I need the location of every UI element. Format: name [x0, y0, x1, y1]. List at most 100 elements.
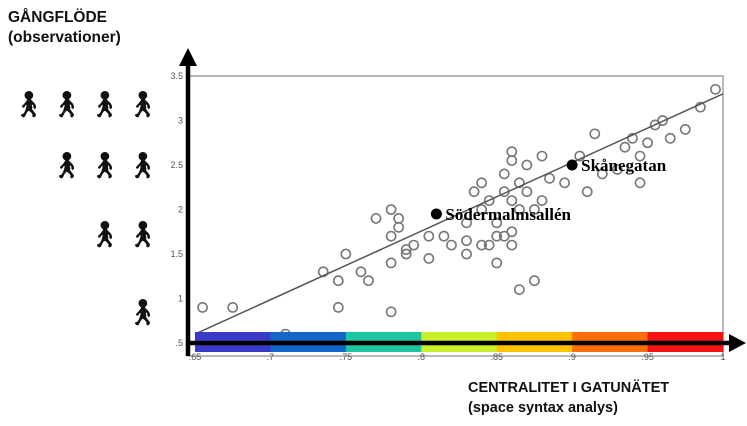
x-axis-title: CENTRALITET I GATUNÄTET (space syntax an…	[468, 378, 669, 418]
data-point	[612, 164, 623, 175]
data-point	[483, 239, 495, 251]
y-tick-label: 1.5	[170, 249, 183, 259]
data-point	[619, 141, 631, 153]
x-tick-label: .9	[568, 352, 576, 362]
y-axis-title-line-1: GÅNGFLÖDE	[8, 9, 108, 26]
pedestrian-icon: 🚶︎	[50, 151, 84, 181]
data-point	[657, 115, 669, 126]
data-point	[446, 239, 457, 251]
data-point	[385, 204, 397, 215]
annotation-label: Södermalmsallén	[445, 205, 571, 224]
x-tick-label: .7	[267, 352, 275, 362]
data-point	[536, 150, 548, 162]
data-point	[227, 301, 239, 313]
y-tick-label: 2.5	[170, 160, 183, 170]
data-point	[634, 150, 646, 162]
y-tick-labels: .5 1 1.5 2 2.5 3 3.5	[170, 71, 183, 348]
pedestrian-icon: 🚶︎	[50, 90, 84, 120]
data-point	[498, 168, 510, 180]
data-point	[596, 168, 608, 180]
data-point	[461, 217, 472, 229]
pedestrian-icon: 🚶︎	[12, 90, 46, 120]
x-tick-label: .85	[490, 352, 503, 362]
data-point	[627, 132, 638, 144]
y-tick-label: .5	[175, 338, 183, 348]
data-point	[340, 248, 352, 260]
data-point	[513, 177, 525, 189]
data-point	[355, 266, 367, 278]
data-point	[694, 101, 706, 113]
data-point	[642, 137, 653, 149]
data-point	[491, 230, 503, 242]
pedestrian-icon: 🚶︎	[126, 298, 160, 328]
data-point	[506, 155, 518, 166]
annotation-marker	[430, 208, 442, 220]
x-tick-label: .95	[641, 352, 654, 362]
data-point	[513, 284, 525, 295]
data-point	[423, 230, 435, 242]
point-annotations: Skånegatan Södermalmsallén	[430, 156, 667, 224]
data-point	[423, 253, 435, 264]
data-point	[536, 195, 548, 206]
data-point	[521, 186, 533, 198]
x-axis-title-line-2: (space syntax analys)	[468, 400, 618, 416]
data-point	[664, 132, 676, 144]
data-point	[385, 257, 397, 269]
data-point	[506, 195, 518, 206]
data-point	[438, 230, 450, 242]
data-point	[332, 275, 344, 287]
annotation-marker	[566, 159, 578, 171]
data-point	[574, 150, 586, 162]
data-point	[581, 186, 593, 198]
data-point	[408, 239, 420, 251]
data-point	[468, 186, 480, 198]
data-point	[461, 235, 472, 247]
data-point	[634, 177, 646, 189]
data-point	[544, 172, 555, 184]
regression-line	[194, 93, 724, 335]
data-point	[679, 123, 691, 135]
data-point	[559, 177, 570, 189]
y-tick-label: 2	[178, 205, 183, 215]
data-point	[506, 146, 518, 158]
pedestrian-icon: 🚶︎	[126, 220, 160, 250]
data-point	[589, 128, 601, 140]
y-axis-title: GÅNGFLÖDE (observationer)	[8, 8, 121, 48]
pedestrian-icon: 🚶︎	[88, 220, 122, 250]
data-point	[491, 217, 503, 229]
x-axis-title-line-1: CENTRALITET I GATUNÄTET	[468, 380, 670, 396]
data-point	[332, 301, 344, 313]
data-point	[529, 204, 540, 215]
data-point	[513, 204, 525, 215]
data-point	[400, 248, 412, 260]
x-tick-label: .65	[189, 352, 202, 362]
x-tick-labels: .65 .7 .75 .8 .85 .9 .95 1	[189, 352, 726, 362]
data-point	[476, 204, 488, 215]
pedestrian-icon: 🚶︎	[126, 151, 160, 181]
x-tick-label: .75	[340, 352, 353, 362]
data-point	[393, 212, 405, 224]
data-point	[476, 177, 488, 189]
x-tick-label: .8	[418, 352, 426, 362]
data-point	[491, 257, 503, 269]
data-points	[197, 83, 721, 340]
y-axis-title-line-2: (observationer)	[8, 29, 121, 46]
pedestrian-icon: 🚶︎	[88, 151, 122, 181]
data-point	[506, 239, 518, 251]
data-point	[521, 159, 533, 171]
y-axis-arrowhead	[179, 48, 197, 66]
data-point	[476, 239, 488, 251]
annotation-label: Skånegatan	[581, 156, 667, 175]
data-point	[506, 226, 518, 238]
data-point	[363, 275, 374, 287]
data-point	[393, 221, 405, 233]
data-point	[710, 83, 721, 95]
y-tick-label: 3.5	[170, 71, 183, 81]
y-tick-label: 1	[178, 294, 183, 304]
y-tick-label: 3	[178, 116, 183, 126]
data-point	[461, 248, 472, 260]
x-tick-label: 1	[720, 352, 725, 362]
data-point	[529, 275, 540, 287]
data-point	[483, 195, 495, 206]
